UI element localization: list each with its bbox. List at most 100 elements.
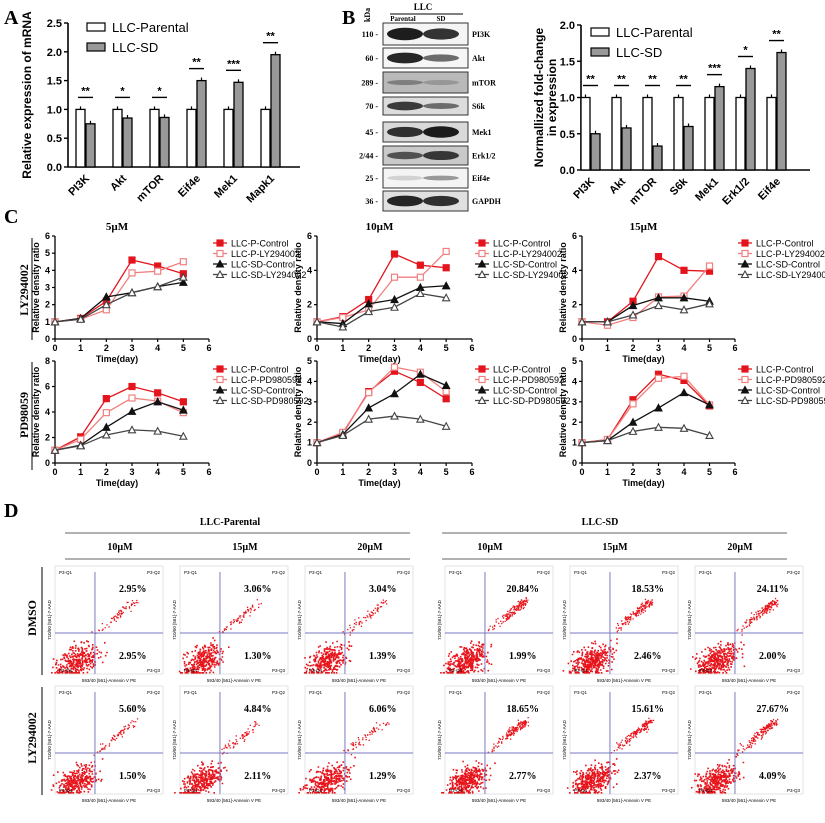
protein-label: Erk1/2	[472, 152, 496, 161]
legend-label: LLC-P-LY294002	[493, 249, 562, 259]
series-llc-p-pd980592	[51, 394, 187, 454]
filled-square-marker	[654, 253, 663, 261]
protein-label: Mek1	[472, 128, 492, 137]
bar-llc-parental	[112, 108, 123, 168]
bar-llc-sd	[159, 116, 170, 168]
y-tick-label: 2.0	[560, 20, 575, 32]
x-tick-label: 4	[155, 343, 160, 353]
x-tick-label: 5	[707, 343, 712, 353]
quadrant-label: P3-Q1	[184, 570, 198, 575]
x-tick-label: 2	[366, 343, 371, 353]
blot-band	[387, 52, 423, 64]
open-square-marker	[216, 375, 224, 384]
series-line	[581, 265, 710, 326]
quadrant-label: P3-Q3	[787, 668, 801, 673]
filled-square-marker	[442, 395, 450, 403]
filled-triangle-marker	[178, 277, 188, 286]
series-llc-sd-control	[50, 277, 188, 326]
open-triangle-marker	[76, 441, 86, 450]
series-llc-sd-ly294002	[312, 288, 451, 331]
significance-marker: **	[772, 29, 781, 41]
x-tick-label: 1	[78, 343, 83, 353]
series-llc-p-pd980592	[578, 372, 714, 447]
filled-triangle-marker	[654, 403, 663, 412]
open-triangle-marker	[654, 300, 663, 310]
quadrant-label: P3-Q1	[574, 570, 588, 575]
series-llc-sd-control	[50, 397, 188, 454]
filled-square-marker	[179, 398, 187, 406]
quadrant-label: P3-Q1	[309, 570, 323, 575]
y-tick-label: 6	[307, 231, 312, 241]
filled-triangle-marker	[628, 417, 638, 426]
significance-marker: ***	[227, 58, 241, 70]
quadrant-label: P3-Q1	[59, 570, 73, 575]
open-triangle-marker	[390, 302, 399, 311]
quadrant-label: P3-Q3	[147, 788, 161, 793]
x-tick-label: 4	[681, 343, 686, 353]
y-tick-label: 1.0	[560, 93, 575, 105]
y-tick-label: 6	[572, 231, 577, 241]
bar-llc-sd	[714, 85, 725, 171]
legend-label: LLC-SD-Control	[756, 260, 820, 270]
open-square-marker	[478, 375, 486, 384]
quadrant-label: P3-Q4	[59, 788, 73, 793]
bar-llc-parental	[704, 96, 715, 171]
protein-label: GAPDH	[472, 197, 502, 206]
flow-x-axis-label: 593/40 [561]-Annexin V PE	[597, 798, 651, 803]
significance-marker: **	[586, 74, 595, 86]
x-tick-label: 3	[392, 467, 397, 477]
blot-band	[423, 79, 459, 86]
open-triangle-marker	[215, 269, 225, 279]
filled-triangle-marker	[153, 397, 163, 406]
series-llc-sd-pd980592	[577, 422, 714, 447]
filled-triangle-marker	[441, 380, 451, 390]
quadrant-q2-percent: 2.95%	[119, 584, 147, 595]
kda-marker: 36 -	[365, 197, 378, 206]
legend-swatch	[86, 42, 106, 52]
flow-plot-frame	[54, 685, 164, 795]
filled-triangle-marker	[441, 281, 451, 290]
legend-label: LLC-SD-Control	[756, 386, 820, 396]
x-tick-label: 4	[681, 467, 686, 477]
series-line	[582, 303, 710, 323]
flow-scatter-points	[440, 597, 529, 674]
quadrant-label: P3-Q4	[309, 788, 323, 793]
quadrant-label: P3-Q1	[574, 690, 588, 695]
category-label: Mek1	[693, 176, 721, 204]
series-line	[54, 401, 184, 451]
lane-label: Parental	[390, 15, 416, 23]
quadrant-label: P3-Q3	[662, 668, 676, 673]
series-llc-p-ly294002	[578, 262, 714, 329]
blot-strip	[382, 71, 469, 94]
quadrant-q3-percent: 2.37%	[634, 771, 662, 782]
blot-band	[387, 79, 423, 86]
open-square-marker	[629, 400, 637, 408]
legend-label: LLC-P-Control	[493, 239, 551, 249]
blot-band	[387, 195, 423, 207]
quadrant-label: P3-Q1	[309, 690, 323, 695]
quadrant-q3-percent: 1.99%	[509, 651, 537, 662]
legend-swatch	[590, 47, 610, 57]
bar-llc-sd	[745, 67, 756, 171]
x-tick-label: 4	[418, 467, 423, 477]
x-tick-label: 6	[732, 467, 737, 477]
x-tick-label: 1	[340, 343, 345, 353]
category-label: Mapk1	[244, 173, 277, 206]
y-tick-label: 4	[572, 376, 577, 386]
open-triangle-marker	[127, 425, 137, 434]
x-tick-label: 2	[104, 467, 109, 477]
filled-triangle-marker	[215, 385, 225, 394]
kda-marker: 70 -	[365, 102, 378, 111]
kda-marker: 110 -	[362, 30, 379, 39]
open-triangle-marker	[364, 306, 374, 316]
flow-y-axis-label: 710/50 [561]-7-AAD	[437, 719, 442, 760]
y-tick-label: 5	[307, 356, 312, 366]
flow-scatter-points	[691, 718, 779, 794]
y-tick-label: 1.0	[47, 104, 62, 116]
flow-x-axis-label: 593/40 [561]-Annexin V PE	[472, 678, 526, 683]
x-tick-label: 6	[732, 343, 737, 353]
y-tick-label: 0.5	[47, 133, 62, 145]
filled-triangle-marker	[364, 403, 374, 412]
flow-scatter-points	[178, 599, 262, 674]
flow-scatter-points	[50, 718, 139, 794]
